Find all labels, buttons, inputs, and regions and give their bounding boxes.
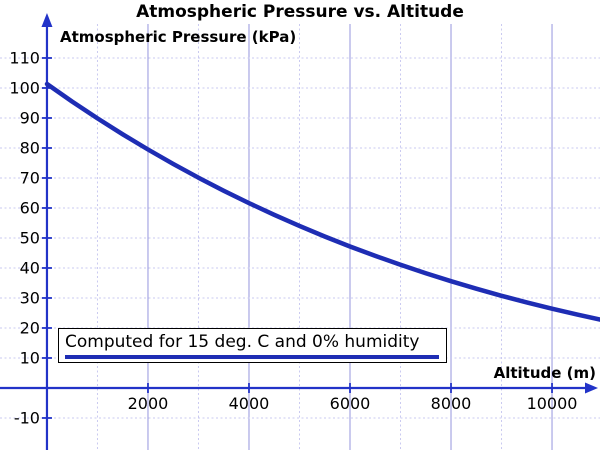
x-tick-label: 10000 [527, 394, 578, 413]
annotation-box[interactable]: Computed for 15 deg. C and 0% humidity [58, 328, 447, 363]
y-tick-label: 90 [20, 108, 40, 127]
chart-title: Atmospheric Pressure vs. Altitude [136, 2, 464, 22]
y-tick-label: 80 [20, 138, 40, 157]
y-tick-label: 20 [20, 318, 40, 337]
y-tick-label: 40 [20, 258, 40, 277]
pressure-curve[interactable] [44, 81, 600, 322]
y-tick-label: 70 [20, 168, 40, 187]
y-tick-label: 60 [20, 198, 40, 217]
y-tick-label: 100 [9, 78, 40, 97]
y-tick-label: 10 [20, 348, 40, 367]
y-tick-label: -10 [14, 408, 40, 427]
y-tick-label: 30 [20, 288, 40, 307]
y-axis-arrow-icon [41, 13, 53, 27]
x-tick-label: 2000 [128, 394, 169, 413]
x-tick-label: 4000 [229, 394, 270, 413]
y-tick-label: 110 [9, 48, 40, 67]
x-axis-title: Altitude (m) [493, 364, 596, 382]
y-tick-label: 50 [20, 228, 40, 247]
x-tick-label: 6000 [330, 394, 371, 413]
x-tick-label: 8000 [431, 394, 472, 413]
annotation-highlight-line [65, 355, 439, 359]
annotation-text: Computed for 15 deg. C and 0% humidity [65, 332, 420, 352]
y-axis-title: Atmospheric Pressure (kPa) [60, 28, 297, 46]
x-axis-arrow-icon [585, 382, 598, 394]
